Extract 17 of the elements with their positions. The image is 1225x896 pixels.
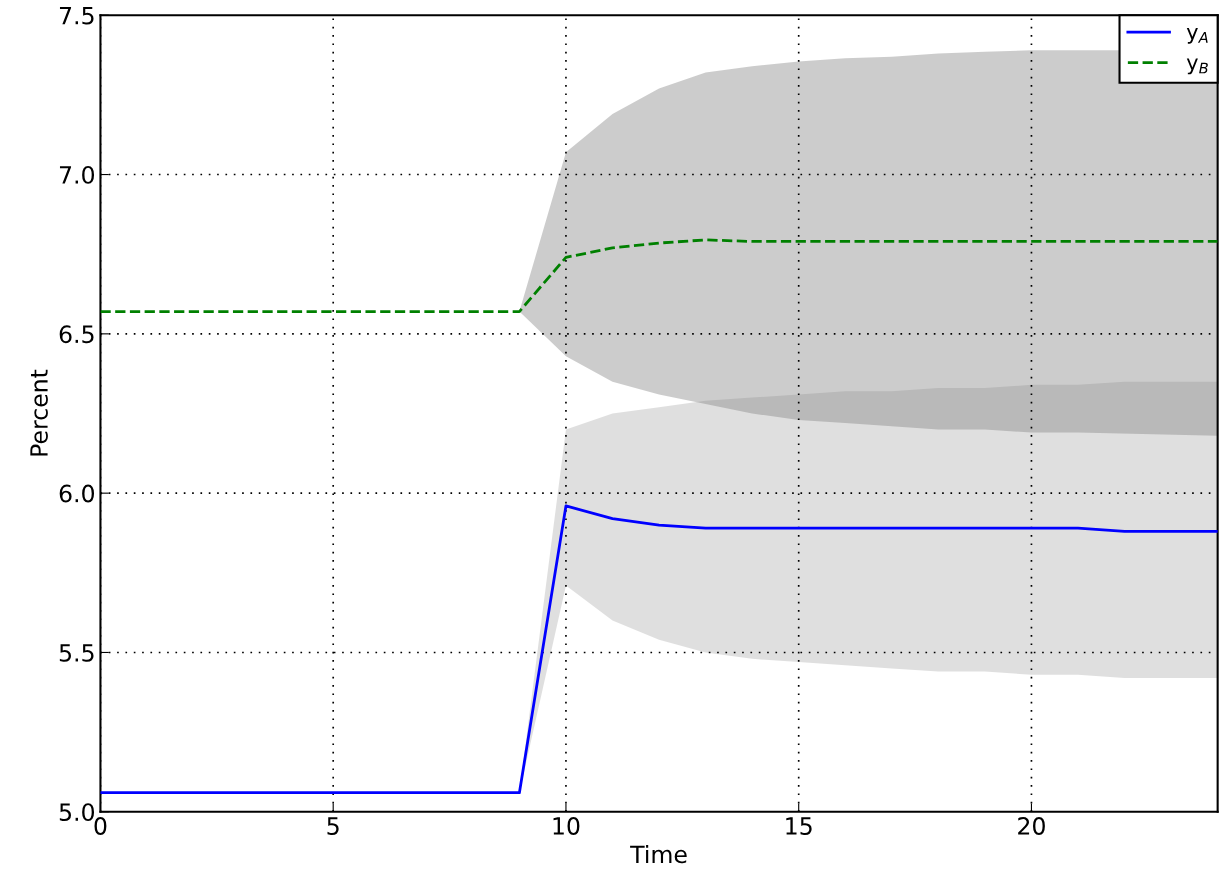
line-series [100, 238, 1218, 313]
y-tick-label: 6.0 [59, 484, 95, 503]
x-tick-label: 10 [553, 817, 580, 835]
y-tick-label: 7.0 [59, 165, 95, 184]
y-tick-label: 6.5 [59, 325, 94, 344]
legend-label: y$_{B}$ [1186, 58, 1208, 75]
y-axis-title: Percent [30, 369, 48, 456]
x-tick-label: 5 [327, 817, 339, 835]
y-tick-label: 5.5 [59, 644, 94, 662]
y-tick-label: 5.0 [59, 803, 95, 822]
y-tick-label: 7.5 [59, 6, 94, 25]
x-tick-label: 15 [786, 817, 812, 835]
x-axis-title: Time [630, 845, 687, 864]
line-series [100, 504, 1218, 795]
x-tick-label: 20 [1018, 817, 1045, 835]
x-tick-label: 0 [94, 817, 107, 835]
legend-label: y$_{A}$ [1186, 27, 1208, 44]
